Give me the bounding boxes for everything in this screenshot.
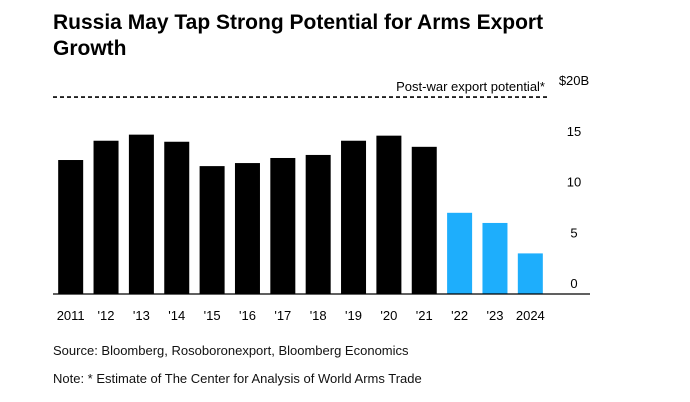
x-tick-label: '22 <box>451 308 468 323</box>
reference-line-label: Post-war export potential* <box>396 79 545 94</box>
x-tick-label: '20 <box>380 308 397 323</box>
x-tick-label: '21 <box>416 308 433 323</box>
bar-12 <box>93 140 119 294</box>
x-tick-label: '19 <box>345 308 362 323</box>
bar-16 <box>234 163 260 294</box>
y-tick-label: 5 <box>570 225 577 240</box>
x-tick-label: 2024 <box>516 308 545 323</box>
bars-group <box>58 134 543 294</box>
bar-17 <box>270 157 296 294</box>
bar-2011 <box>58 160 84 294</box>
bar-22 <box>447 212 473 294</box>
x-tick-label: '13 <box>133 308 150 323</box>
x-tick-labels: 2011 '12 '13 '14 '15 '16 '17 '18 '19 '20 '21 '22 '23… <box>57 308 545 323</box>
y-tick-label: 10 <box>567 175 581 190</box>
x-tick-label: 2011 <box>57 308 85 323</box>
bar-18 <box>305 154 331 294</box>
y-tick-label: 0 <box>570 276 577 291</box>
chart-title: Russia May Tap Strong Potential for Arms… <box>53 11 544 60</box>
footnote: Note: * Estimate of The Center for Analy… <box>53 371 422 386</box>
y-tick-label: 15 <box>567 124 581 139</box>
bar-20 <box>376 135 402 294</box>
x-tick-label: '15 <box>204 308 221 323</box>
bar-23 <box>482 222 508 294</box>
x-tick-label: '17 <box>274 308 291 323</box>
bar-21 <box>411 146 437 294</box>
source-note: Source: Bloomberg, Rosoboronexport, Bloo… <box>53 343 409 358</box>
x-tick-label: '23 <box>486 308 503 323</box>
bar-14 <box>164 141 190 294</box>
x-tick-label: '16 <box>239 308 256 323</box>
bar-13 <box>128 134 154 294</box>
y-tick-label: $20B <box>559 73 589 88</box>
y-tick-labels: 0 5 10 15 $20B <box>559 73 589 291</box>
bar-15 <box>199 166 225 294</box>
x-tick-label: '18 <box>310 308 327 323</box>
bar-2024 <box>517 253 543 294</box>
x-tick-label: '14 <box>168 308 185 323</box>
x-tick-label: '12 <box>98 308 115 323</box>
bar-19 <box>341 140 367 294</box>
